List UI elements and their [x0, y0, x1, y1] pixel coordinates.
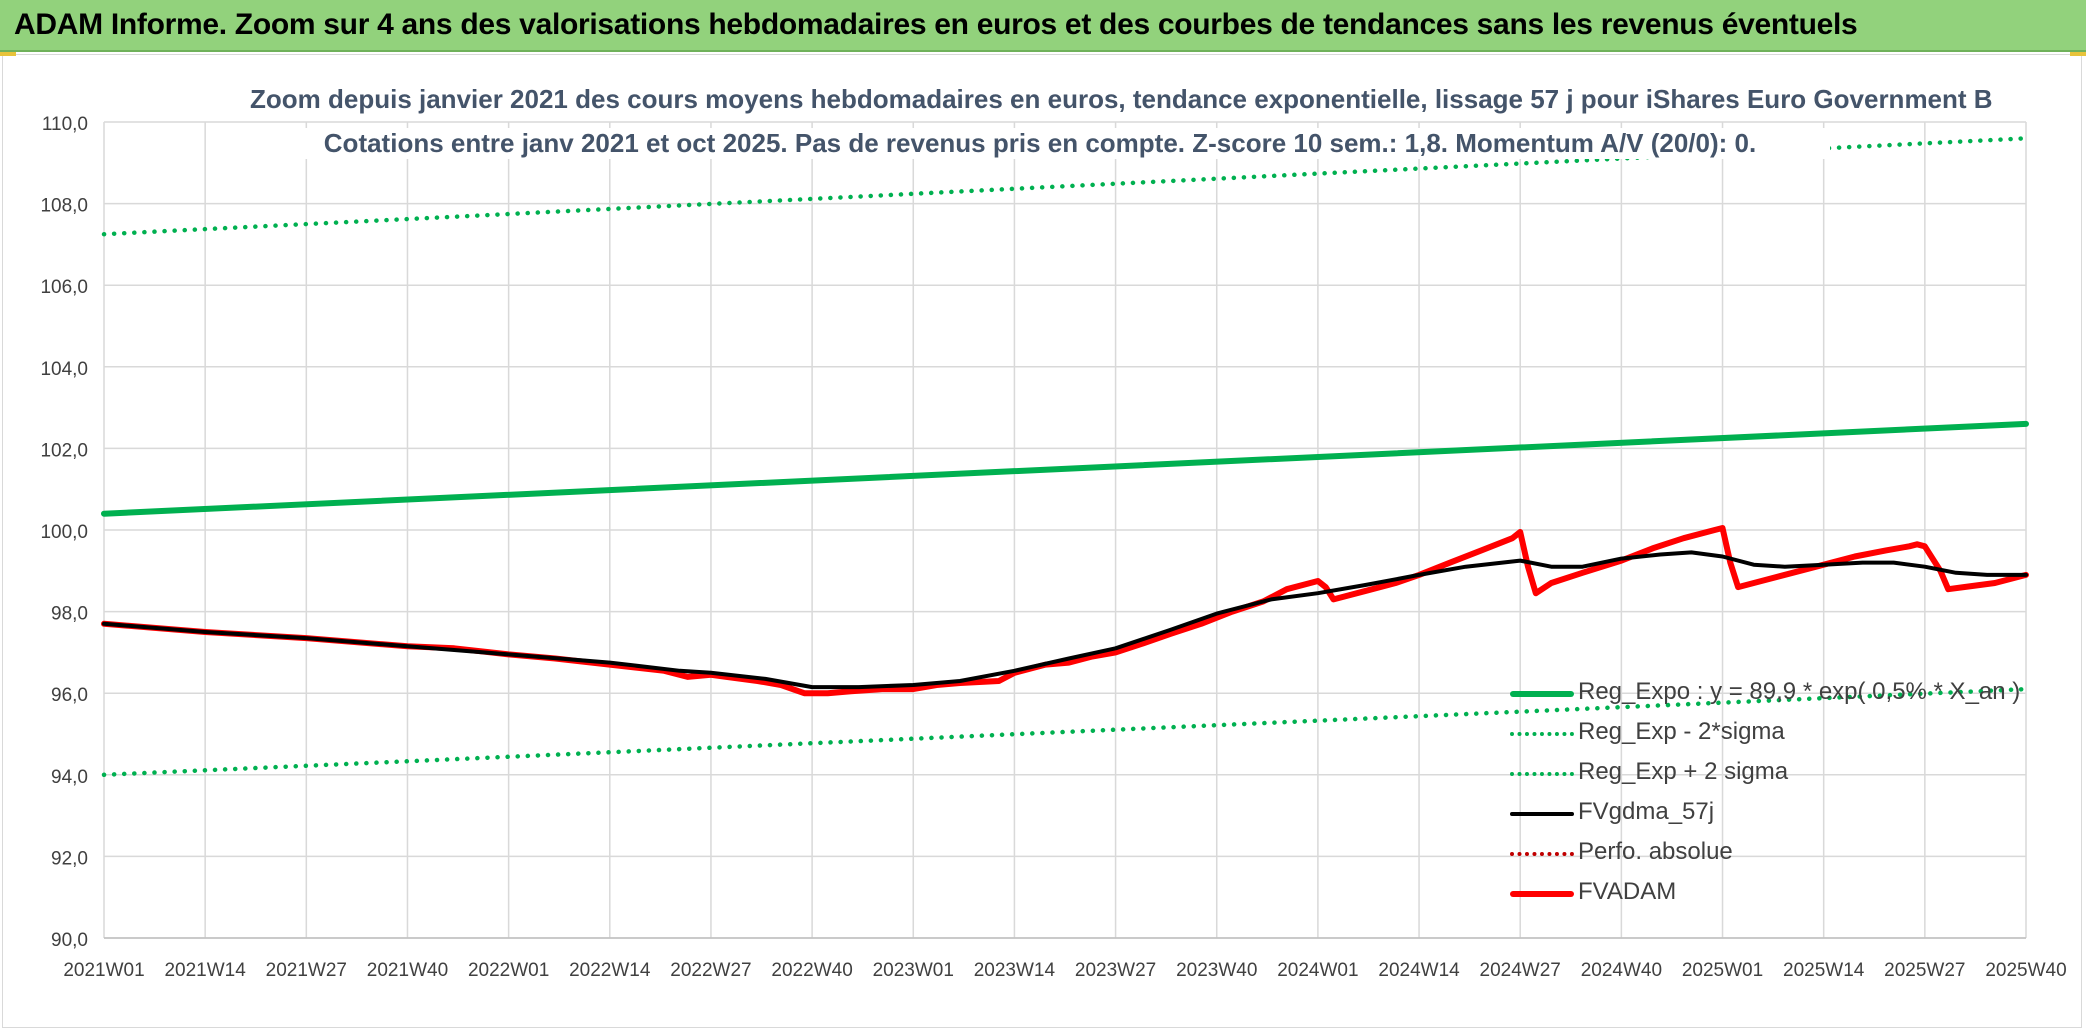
- legend-item: Reg_Expo : y = 89,9 * exp( 0,5% * X_an ): [1510, 674, 2020, 714]
- legend-label: FVgdma_57j: [1578, 798, 1715, 825]
- x-tick-label: 2025W27: [1884, 960, 1965, 981]
- y-tick-label: 92,0: [51, 848, 88, 869]
- legend-item: FVADAM: [1510, 874, 1980, 914]
- x-tick-label: 2021W27: [266, 960, 347, 981]
- series-line-3: [102, 550, 2028, 690]
- banner-title: ADAM Informe. Zoom sur 4 ans des valoris…: [14, 8, 1858, 41]
- x-tick-label: 2021W40: [367, 960, 448, 981]
- legend-swatch: [1510, 852, 1574, 856]
- corner-mark-left: [0, 52, 16, 56]
- grid-layer: [103, 121, 2027, 939]
- legend-label: Perfo. absolue: [1578, 838, 1733, 865]
- legend-label: Reg_Exp + 2 sigma: [1578, 758, 1789, 785]
- legend-item: Perfo. absolue: [1510, 834, 1980, 874]
- y-tick-label: 94,0: [51, 767, 88, 788]
- legend-label: Reg_Expo : y = 89,9 * exp( 0,5% * X_an ): [1578, 678, 2021, 705]
- y-tick-label: 110,0: [42, 114, 88, 135]
- y-tick-label: 108,0: [40, 196, 88, 217]
- legend-item: Reg_Exp + 2 sigma: [1510, 754, 1980, 794]
- x-tick-label: 2022W01: [468, 960, 549, 981]
- x-tick-label: 2022W14: [569, 960, 651, 981]
- series-line-5: [101, 525, 2029, 697]
- chart-legend: Reg_Expo : y = 89,9 * exp( 0,5% * X_an )…: [1510, 674, 2020, 914]
- chart-subtitle: Cotations entre janv 2021 et oct 2025. P…: [250, 128, 1830, 159]
- x-tick-label: 2024W40: [1581, 960, 1662, 981]
- x-tick-label: 2025W40: [1985, 960, 2066, 981]
- corner-mark-right: [2070, 52, 2086, 56]
- chart-frame: [2, 54, 2082, 1028]
- x-tick-label: 2023W27: [1075, 960, 1156, 981]
- x-tick-label: 2025W01: [1682, 960, 1763, 981]
- legend-swatch: [1510, 732, 1574, 736]
- x-tick-label: 2021W01: [63, 960, 144, 981]
- title-banner: ADAM Informe. Zoom sur 4 ans des valoris…: [0, 0, 2086, 52]
- x-tick-label: 2023W01: [873, 960, 954, 981]
- x-tick-label: 2022W40: [771, 960, 852, 981]
- x-tick-label: 2023W14: [974, 960, 1056, 981]
- legend-item: FVgdma_57j: [1510, 794, 1980, 834]
- series-line-0: [101, 420, 2029, 517]
- y-tick-label: 104,0: [40, 359, 88, 380]
- legend-swatch: [1510, 812, 1574, 816]
- x-tick-label: 2024W27: [1480, 960, 1561, 981]
- x-tick-label: 2025W14: [1783, 960, 1865, 981]
- chart-title: Zoom depuis janvier 2021 des cours moyen…: [250, 84, 1993, 115]
- y-tick-label: 102,0: [40, 440, 88, 461]
- y-tick-label: 100,0: [40, 522, 88, 543]
- y-tick-label: 90,0: [51, 930, 88, 951]
- y-tick-label: 98,0: [51, 604, 88, 625]
- y-tick-label: 96,0: [51, 685, 88, 706]
- legend-item: Reg_Exp - 2*sigma: [1510, 714, 1980, 754]
- legend-swatch: [1510, 772, 1574, 776]
- y-tick-label: 106,0: [40, 277, 88, 298]
- x-tick-label: 2024W01: [1277, 960, 1358, 981]
- y-axis-ticks: 110,0 108,0 106,0 104,0 102,0 100,0 98,0 96,0 94…: [40, 114, 88, 951]
- x-tick-label: 2021W14: [164, 960, 246, 981]
- x-tick-label: 2023W40: [1176, 960, 1257, 981]
- legend-swatch: [1510, 691, 1574, 697]
- legend-swatch: [1510, 891, 1574, 897]
- legend-label: FVADAM: [1578, 878, 1677, 905]
- x-tick-label: 2024W14: [1378, 960, 1460, 981]
- x-tick-label: 2022W27: [670, 960, 751, 981]
- legend-label: Reg_Exp - 2*sigma: [1578, 718, 1785, 745]
- x-axis-ticks: 2021W01 2021W14 2021W27 2021W40 2022W01 2022W…: [63, 960, 2066, 981]
